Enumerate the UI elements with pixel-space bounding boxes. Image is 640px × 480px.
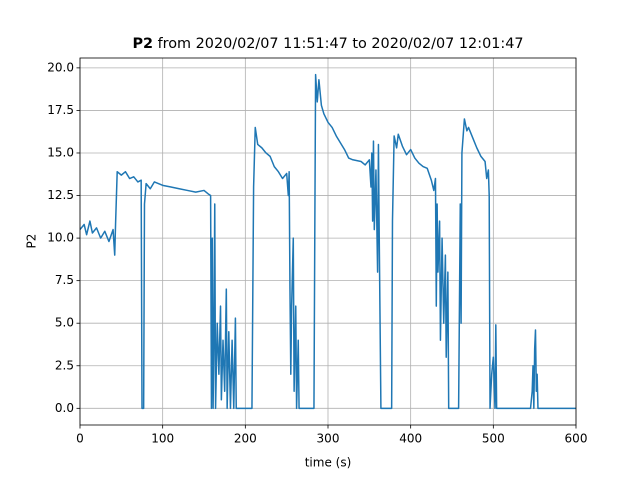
y-tick-label: 0.0 <box>55 401 74 415</box>
x-tick-label: 500 <box>482 432 505 446</box>
title-bold: P2 <box>132 36 153 52</box>
title-rest: from 2020/02/07 11:51:47 to 2020/02/07 1… <box>158 36 524 52</box>
y-tick-label: 12.5 <box>47 188 74 202</box>
x-tick-label: 400 <box>399 432 422 446</box>
y-tick-label: 15.0 <box>47 145 74 159</box>
y-tick-label: 20.0 <box>47 60 74 74</box>
data-line <box>79 73 576 410</box>
x-tick-label: 100 <box>151 432 174 446</box>
y-tick-label: 7.5 <box>55 273 74 287</box>
chart-title: P2 from 2020/02/07 11:51:47 to 2020/02/0… <box>132 36 523 52</box>
y-tick-label: 10.0 <box>47 231 74 245</box>
x-tick-label: 300 <box>317 432 340 446</box>
y-tick-label: 5.0 <box>55 316 74 330</box>
x-tick-label: 600 <box>565 432 588 446</box>
y-tick-label: 2.5 <box>55 358 74 372</box>
x-axis-label: time (s) <box>305 456 352 470</box>
y-tick-label: 17.5 <box>47 103 74 117</box>
x-tick-label: 200 <box>234 432 257 446</box>
plot-frame <box>79 57 577 426</box>
x-tick-label: 0 <box>76 432 84 446</box>
y-axis-label: P2 <box>25 234 39 249</box>
